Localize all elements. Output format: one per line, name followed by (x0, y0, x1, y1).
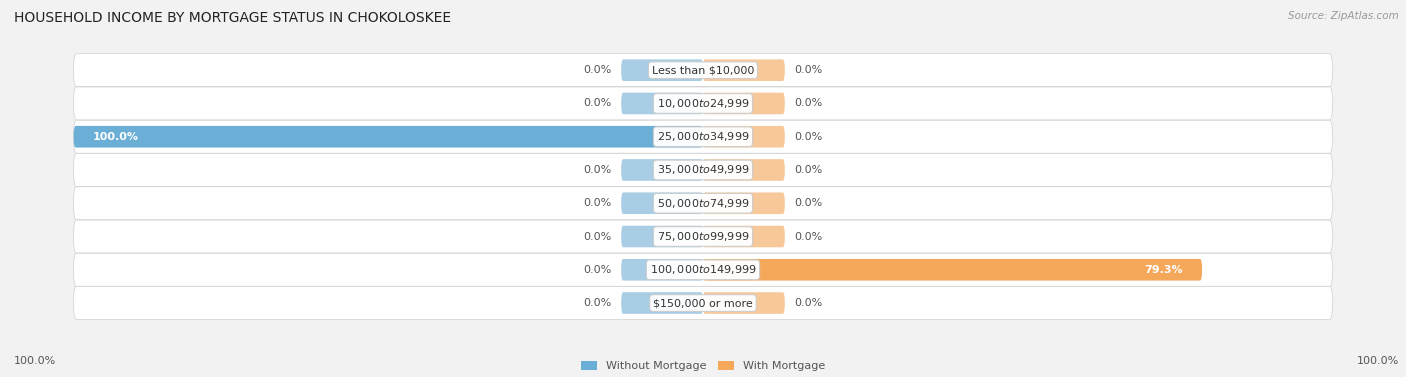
Text: 0.0%: 0.0% (583, 298, 612, 308)
FancyBboxPatch shape (703, 192, 785, 214)
Text: 0.0%: 0.0% (583, 165, 612, 175)
FancyBboxPatch shape (703, 292, 785, 314)
Text: 0.0%: 0.0% (583, 98, 612, 109)
Text: 0.0%: 0.0% (794, 98, 823, 109)
Text: $150,000 or more: $150,000 or more (654, 298, 752, 308)
Text: 0.0%: 0.0% (583, 231, 612, 242)
FancyBboxPatch shape (73, 87, 1333, 120)
FancyBboxPatch shape (73, 120, 1333, 153)
Text: $35,000 to $49,999: $35,000 to $49,999 (657, 164, 749, 176)
FancyBboxPatch shape (73, 253, 1333, 286)
Text: 0.0%: 0.0% (794, 165, 823, 175)
Text: $50,000 to $74,999: $50,000 to $74,999 (657, 197, 749, 210)
FancyBboxPatch shape (621, 192, 703, 214)
Text: 0.0%: 0.0% (794, 198, 823, 208)
FancyBboxPatch shape (703, 226, 785, 247)
FancyBboxPatch shape (621, 259, 703, 280)
Text: $25,000 to $34,999: $25,000 to $34,999 (657, 130, 749, 143)
Text: 100.0%: 100.0% (93, 132, 139, 142)
FancyBboxPatch shape (621, 93, 703, 114)
FancyBboxPatch shape (703, 126, 785, 147)
Text: 0.0%: 0.0% (583, 198, 612, 208)
Text: 0.0%: 0.0% (794, 132, 823, 142)
FancyBboxPatch shape (621, 159, 703, 181)
Text: 0.0%: 0.0% (583, 65, 612, 75)
Text: 0.0%: 0.0% (794, 65, 823, 75)
FancyBboxPatch shape (73, 287, 1333, 320)
Legend: Without Mortgage, With Mortgage: Without Mortgage, With Mortgage (581, 361, 825, 371)
FancyBboxPatch shape (703, 93, 785, 114)
FancyBboxPatch shape (621, 292, 703, 314)
Text: 100.0%: 100.0% (1357, 356, 1399, 366)
FancyBboxPatch shape (73, 126, 703, 147)
FancyBboxPatch shape (703, 59, 785, 81)
Text: 0.0%: 0.0% (583, 265, 612, 275)
Text: HOUSEHOLD INCOME BY MORTGAGE STATUS IN CHOKOLOSKEE: HOUSEHOLD INCOME BY MORTGAGE STATUS IN C… (14, 11, 451, 25)
FancyBboxPatch shape (621, 59, 703, 81)
FancyBboxPatch shape (621, 226, 703, 247)
FancyBboxPatch shape (73, 220, 1333, 253)
Text: $10,000 to $24,999: $10,000 to $24,999 (657, 97, 749, 110)
FancyBboxPatch shape (73, 187, 1333, 220)
Text: 0.0%: 0.0% (794, 298, 823, 308)
FancyBboxPatch shape (73, 153, 1333, 187)
Text: $75,000 to $99,999: $75,000 to $99,999 (657, 230, 749, 243)
Text: 100.0%: 100.0% (14, 356, 56, 366)
FancyBboxPatch shape (703, 159, 785, 181)
Text: 79.3%: 79.3% (1144, 265, 1184, 275)
FancyBboxPatch shape (703, 259, 1202, 280)
Text: Source: ZipAtlas.com: Source: ZipAtlas.com (1288, 11, 1399, 21)
Text: $100,000 to $149,999: $100,000 to $149,999 (650, 263, 756, 276)
Text: 0.0%: 0.0% (794, 231, 823, 242)
FancyBboxPatch shape (73, 54, 1333, 87)
Text: Less than $10,000: Less than $10,000 (652, 65, 754, 75)
